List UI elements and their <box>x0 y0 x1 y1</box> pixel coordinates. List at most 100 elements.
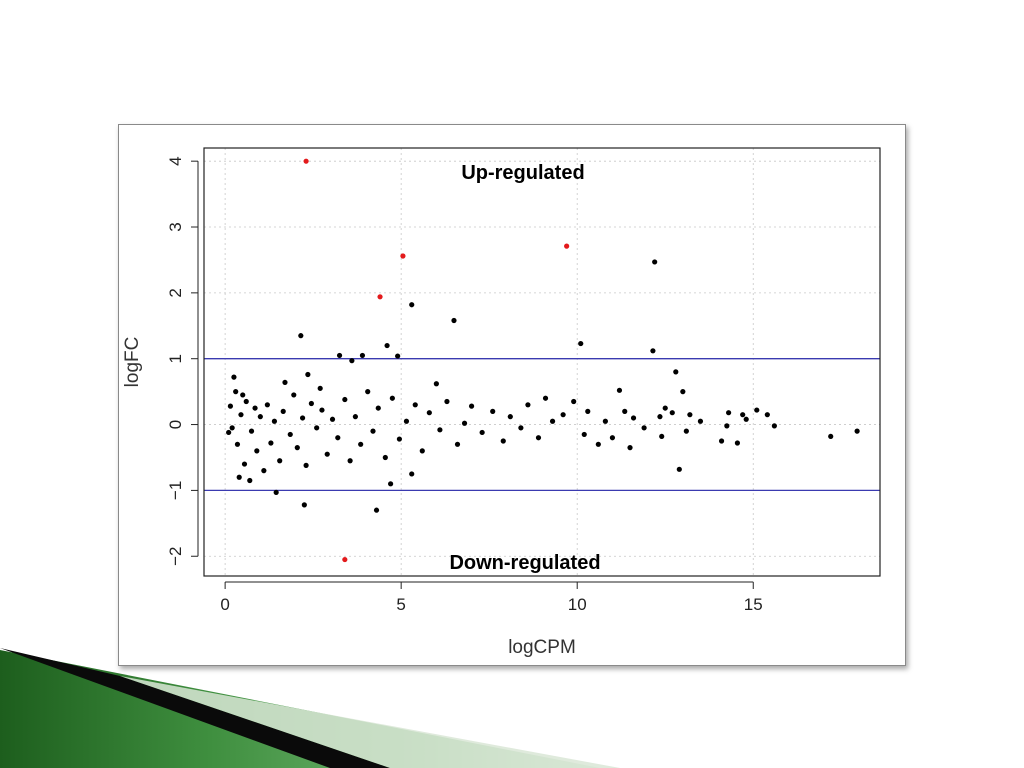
data-point <box>236 474 242 480</box>
data-point <box>409 471 415 477</box>
data-point <box>444 398 450 405</box>
x-axis: 0 5 10 15 <box>220 581 763 614</box>
y-tick-label: −2 <box>166 547 185 566</box>
data-point <box>652 259 658 265</box>
data-point <box>382 454 388 461</box>
data-point <box>468 403 475 409</box>
data-point <box>683 428 689 434</box>
data-point <box>659 433 665 440</box>
data-point <box>437 427 443 433</box>
data-point <box>243 398 249 405</box>
data-point <box>585 408 591 414</box>
data-point <box>299 415 306 421</box>
data-point <box>277 458 283 464</box>
data-point <box>294 445 300 451</box>
data-point <box>257 414 263 420</box>
data-point <box>409 302 415 308</box>
data-point <box>227 403 234 409</box>
data-point <box>657 414 663 420</box>
data-point <box>581 431 587 438</box>
data-point <box>743 416 749 422</box>
data-point <box>370 428 376 434</box>
swoosh-black <box>0 648 390 768</box>
x-axis-title: logCPM <box>508 637 576 658</box>
x-tick-label: 0 <box>220 595 229 614</box>
data-point <box>303 462 309 468</box>
data-point <box>280 408 286 414</box>
annotation-down-regulated: Down-regulated <box>449 552 600 574</box>
significant-point <box>303 158 309 164</box>
data-point <box>298 333 304 339</box>
data-point <box>347 458 353 464</box>
data-point <box>622 408 628 414</box>
data-point <box>542 395 549 401</box>
data-point <box>403 418 410 424</box>
data-point <box>301 502 307 508</box>
data-point <box>336 352 343 359</box>
data-point <box>535 435 542 441</box>
data-point <box>724 423 730 429</box>
y-tick-label: 4 <box>166 156 185 165</box>
x-tick-label: 5 <box>396 595 405 614</box>
y-tick-label: −1 <box>166 481 185 500</box>
data-point <box>650 348 656 354</box>
y-axis-title: logFC <box>122 337 143 388</box>
data-point <box>248 428 255 434</box>
data-point <box>461 420 468 426</box>
data-point <box>616 387 623 393</box>
data-point <box>282 379 288 386</box>
data-point <box>349 358 355 364</box>
data-point <box>490 408 496 414</box>
threshold-lines <box>204 358 880 492</box>
data-point <box>396 436 403 442</box>
data-point <box>287 431 293 438</box>
data-point <box>578 340 584 347</box>
data-point <box>273 489 279 495</box>
data-point <box>571 398 577 405</box>
x-tick-label: 15 <box>744 595 763 614</box>
data-point <box>764 412 770 418</box>
data-point <box>358 441 364 447</box>
data-point <box>828 433 834 440</box>
data-point <box>697 418 704 424</box>
data-point <box>352 414 358 420</box>
data-point <box>609 435 616 441</box>
data-point <box>359 352 366 359</box>
data-point <box>560 412 566 418</box>
data-point <box>734 440 741 446</box>
data-point <box>718 438 725 444</box>
data-point <box>231 374 237 380</box>
data-point <box>669 410 675 416</box>
plot-box <box>203 147 881 577</box>
data-point <box>335 435 341 441</box>
data-point <box>726 410 732 416</box>
data-point <box>507 414 513 420</box>
data-point <box>395 353 401 359</box>
data-point <box>389 395 395 401</box>
data-point <box>627 445 633 451</box>
y-tick-label: 0 <box>166 420 185 429</box>
data-point <box>329 416 336 422</box>
data-point <box>451 317 457 324</box>
data-point <box>419 448 425 454</box>
data-point <box>388 481 394 487</box>
data-point <box>662 405 668 411</box>
data-point <box>373 507 380 513</box>
annotation-up-regulated: Up-regulated <box>461 162 584 184</box>
data-point <box>247 477 253 484</box>
data-point <box>226 429 232 436</box>
data-point <box>740 412 746 418</box>
data-point <box>308 400 314 407</box>
scatter-plot: 0 5 10 15 −2 −1 0 1 2 3 4 Up-regulated Down-regul… <box>122 147 881 658</box>
data-point <box>233 389 239 395</box>
gridlines <box>204 148 880 576</box>
data-point <box>641 425 647 431</box>
data-point <box>630 415 637 421</box>
data-point <box>238 412 244 418</box>
data-point <box>264 402 270 408</box>
data-point <box>518 425 524 431</box>
y-axis: −2 −1 0 1 2 3 4 <box>166 156 199 566</box>
significant-point <box>400 253 406 259</box>
data-point <box>433 381 439 387</box>
